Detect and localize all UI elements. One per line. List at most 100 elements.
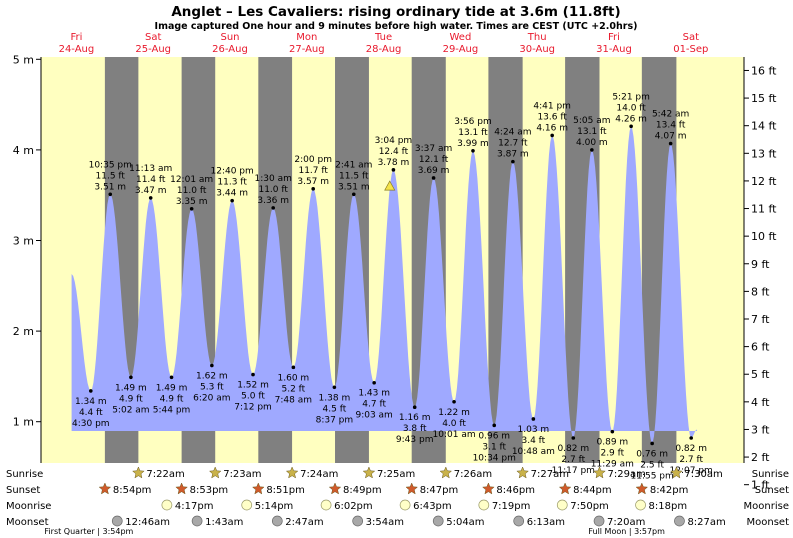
extreme-time: 12:07 pm: [670, 466, 713, 476]
extreme-time: 12:40 pm: [211, 167, 254, 177]
day-date: 31-Aug: [596, 44, 632, 55]
sunrise-icon: [516, 466, 529, 479]
sunrise-time: 7:27am: [531, 469, 569, 480]
extreme-m: 3.99 m: [457, 139, 489, 149]
sunset-row-label-right: Sunset: [755, 485, 789, 496]
extreme-m: 3.51 m: [94, 182, 126, 192]
extreme-point: [668, 141, 673, 146]
extreme-ft: 5.0 ft: [241, 392, 265, 402]
sunset-icon: [251, 482, 265, 495]
extreme-point: [492, 423, 497, 428]
extreme-point: [629, 124, 633, 129]
extreme-time: 6:20 am: [193, 394, 230, 404]
extreme-time: 11:29 am: [591, 460, 634, 470]
day-date: 26-Aug: [212, 44, 248, 55]
y-tick-label-ft: 16 ft: [751, 64, 777, 77]
axes: 1 m 2 m 3 m 4 m 5 m 1 ft 2 ft 3 ft 4 ft 5 ft 6 ft 7…: [13, 53, 777, 491]
extreme-point: [291, 365, 296, 370]
extreme-ft: 3.8 ft: [403, 424, 427, 434]
extreme-point: [571, 436, 576, 440]
day-date: 29-Aug: [443, 44, 479, 55]
extreme-time: 11:13 am: [129, 164, 172, 174]
extreme-point: [271, 206, 276, 210]
y-tick-label-ft: 8 ft: [751, 285, 770, 298]
extreme-ft: 13.1 ft: [577, 127, 607, 137]
y-tick-label-ft: 2 ft: [751, 451, 770, 464]
moonset-time: 1:43am: [205, 517, 243, 528]
extreme-time: 10:34 pm: [473, 453, 516, 463]
y-tick-label-m: 1 m: [13, 416, 34, 429]
sunset-time: 8:46pm: [496, 485, 535, 496]
extreme-time: 2:41 am: [335, 160, 372, 170]
day-date: 01-Sep: [673, 44, 708, 55]
y-tick-label-m: 2 m: [13, 325, 34, 338]
moonset-icon: [352, 515, 364, 527]
sunset-icon: [558, 482, 572, 495]
extreme-point: [210, 363, 214, 368]
extreme-time: 5:02 am: [112, 405, 149, 415]
moonset-icon: [593, 515, 605, 527]
extreme-point: [89, 389, 93, 393]
y-tick-label-ft: 9 ft: [751, 258, 770, 271]
day-date: 27-Aug: [289, 44, 325, 55]
extreme-time: 11:55 pm: [631, 471, 674, 481]
y-tick-label-ft: 10 ft: [751, 230, 777, 243]
moonrise-row-label: Moonrise: [6, 501, 51, 512]
y-tick-label-ft: 1 ft: [751, 479, 770, 492]
chart-subtitle: Image captured One hour and 9 minutes be…: [155, 21, 638, 32]
extreme-ft: 12.4 ft: [379, 147, 409, 157]
y-tick-label-m: 5 m: [13, 53, 34, 66]
extreme-time: 7:48 am: [275, 395, 312, 405]
moonset-time: 2:47am: [285, 517, 323, 528]
y-tick-label-ft: 3 ft: [751, 423, 770, 436]
extreme-point: [412, 405, 417, 410]
extreme-ft: 11.0 ft: [258, 185, 288, 195]
sunrise-icon: [670, 466, 683, 479]
extreme-ft: 2.5 ft: [640, 460, 664, 470]
extreme-time: 7:12 pm: [234, 403, 272, 413]
extreme-ft: 13.6 ft: [537, 112, 567, 122]
y-tick-label-ft: 7 ft: [751, 313, 770, 326]
extreme-time: 5:21 pm: [612, 92, 650, 102]
extreme-ft: 4.5 ft: [323, 404, 347, 414]
extreme-ft: 5.3 ft: [200, 383, 224, 393]
extreme-ft: 11.7 ft: [298, 166, 328, 176]
extreme-point: [148, 196, 153, 200]
extreme-time: 10:35 pm: [89, 160, 132, 170]
y-tick-label-ft: 4 ft: [751, 396, 770, 409]
moonset-icon: [513, 515, 525, 527]
sunrise-icon: [285, 466, 299, 479]
extreme-ft: 13.4 ft: [656, 121, 686, 131]
extreme-time: 3:56 pm: [454, 117, 492, 127]
extreme-point: [351, 192, 356, 197]
moonrise-time: 6:43pm: [413, 501, 452, 512]
moonset-time: 6:13am: [527, 517, 565, 528]
y-tick-label-ft: 12 ft: [751, 175, 777, 188]
moonset-row-label-right: Moonset: [747, 517, 790, 528]
extreme-ft: 4.9 ft: [119, 394, 143, 404]
extreme-m: 0.82 m: [557, 444, 589, 454]
extreme-time: 3:37 am: [415, 144, 452, 154]
day-date: 24-Aug: [59, 44, 95, 55]
moonset-time: 5:04am: [446, 517, 484, 528]
extreme-m: 0.96 m: [478, 431, 510, 441]
extreme-m: 1.34 m: [75, 397, 107, 407]
extreme-ft: 14.0 ft: [616, 103, 646, 113]
sunset-time: 8:53pm: [190, 485, 229, 496]
extreme-m: 1.60 m: [278, 373, 310, 383]
extreme-m: 3.69 m: [418, 166, 450, 176]
sunset-icon: [175, 482, 188, 495]
day-name: Fri: [70, 32, 82, 43]
moonrise-icon: [478, 499, 490, 511]
chart-title: Anglet – Les Cavaliers: rising ordinary …: [171, 4, 620, 20]
sunset-icon: [98, 482, 112, 495]
day-name: Sat: [145, 32, 161, 43]
moonrise-icon: [241, 499, 253, 511]
moonrise-time: 8:18pm: [649, 501, 688, 512]
extreme-ft: 2.9 ft: [600, 449, 624, 459]
extreme-ft: 12.7 ft: [498, 139, 528, 149]
day-date: 25-Aug: [135, 44, 171, 55]
astronomy-table: Sunrise Sunrise Sunset Sunset Moonrise Moonri…: [6, 466, 790, 536]
moonrise-icon: [161, 499, 173, 511]
